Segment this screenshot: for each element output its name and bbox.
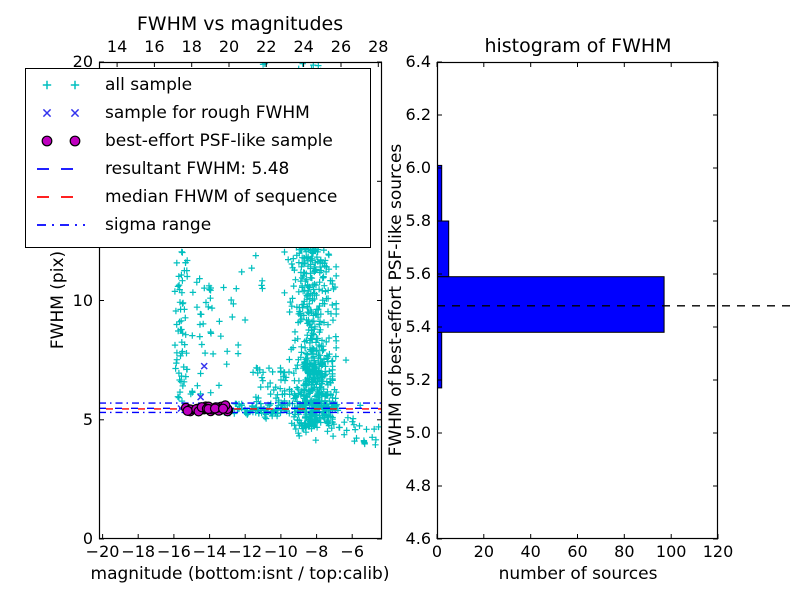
left-plot-xtick-label: −12: [228, 542, 263, 561]
right-plot-xtick-label: 80: [614, 542, 635, 561]
left-plot-ytick-label: 0: [82, 529, 93, 548]
left-plot-xtick-label: −20: [85, 542, 120, 561]
legend-entry-label: sigma range: [105, 214, 212, 235]
left-plot-top-tick-label: 28: [368, 37, 389, 56]
psf-like-point: [218, 403, 229, 414]
right-plot-ytick-label: 5.4: [405, 317, 431, 336]
left-plot-ytick-label: 20: [72, 52, 93, 71]
left-plot-top-tick-label: 24: [293, 37, 314, 56]
dashed-line-icon: [37, 196, 85, 198]
legend-entry-2: best-effort PSF-like sample: [33, 127, 370, 155]
right-plot-ytick-label: 5.2: [405, 370, 431, 389]
left-plot-top-tick-label: 20: [218, 37, 240, 56]
left-plot-ytick-label: 10: [72, 290, 93, 310]
legend-entry-label: median FHWM of sequence: [105, 186, 338, 207]
right-plot-xtick-label: 100: [655, 542, 687, 561]
left-plot-xtick-label: −8: [304, 542, 329, 561]
right-plot-ytick-label: 4.6: [405, 529, 431, 548]
right-plot-ytick-label: 4.8: [405, 476, 431, 495]
left-plot-top-tick-label: 14: [106, 37, 128, 56]
right-plot-xtick-label: 120: [702, 542, 734, 561]
right-plot-xtick-label: 20: [473, 542, 495, 561]
left-plot-data-layer: [99, 62, 382, 448]
dashdot-line-icon: [37, 224, 85, 226]
psf-like-point: [182, 405, 193, 416]
legend-entry-0: all sample: [33, 71, 370, 99]
dashed-line-icon: [37, 168, 85, 170]
left-plot-ylabel: FWHM (pix): [48, 250, 68, 350]
legend-entry-label: resultant FWHM: 5.48: [105, 158, 290, 179]
left-plot-top-tick-label: 26: [330, 37, 352, 56]
circle-marker-icon: [41, 135, 81, 147]
legend-entry-label: best-effort PSF-like sample: [105, 130, 333, 151]
left-plot-spines: [98, 61, 383, 540]
right-plot-ytick-label: 5.6: [405, 264, 431, 283]
left-plot-xlabel: magnitude (bottom:isnt / top:calib): [90, 564, 390, 584]
right-plot-ytick-label: 5.0: [405, 423, 431, 442]
legend-entry-label: sample for rough FWHM: [105, 102, 310, 123]
legend-entry-1: sample for rough FWHM: [33, 99, 370, 127]
legend-entry-label: all sample: [105, 74, 193, 95]
right-plot-ytick-label: 6.0: [405, 158, 431, 177]
left-plot-top-tick-label: 16: [144, 37, 165, 56]
left-plot-top-tick-label: 22: [256, 37, 277, 56]
histogram-bar-1: [437, 276, 665, 333]
left-plot-xtick-label: −6: [340, 542, 365, 561]
right-plot-ytick-label: 6.2: [405, 105, 431, 124]
plus-marker-icon: [42, 80, 80, 90]
right-plot-xtick-label: 60: [567, 542, 588, 561]
left-plot-xtick-label: −10: [263, 542, 298, 561]
legend-entry-3: resultant FWHM: 5.48: [33, 155, 370, 183]
right-plot-ylabel: FWHM of best-effort PSF-like sources: [386, 143, 406, 457]
right-plot-xlabel: number of sources: [498, 564, 658, 584]
right-plot-xtick-label: 0: [431, 542, 443, 561]
histogram-bar-2: [437, 220, 450, 278]
right-plot-title: histogram of FWHM: [484, 35, 672, 57]
right-plot-ytick-label: 6.4: [405, 52, 431, 71]
x-marker-icon: [42, 108, 80, 118]
right-plot-spines: [436, 61, 719, 540]
left-plot-ytick-label: 5: [82, 409, 93, 429]
left-plot-xtick-label: −16: [157, 542, 191, 561]
right-plot-xtick-label: 40: [520, 542, 541, 561]
left-plot-xtick-label: −18: [121, 542, 156, 561]
legend-entry-4: median FHWM of sequence: [33, 183, 370, 211]
left-plot-title: FWHM vs magnitudes: [136, 13, 344, 35]
left-plot-top-tick-label: 18: [181, 37, 202, 56]
right-plot-data-layer: [437, 164, 665, 389]
legend-box: all sample sample for rough FWHM best-effo…: [25, 68, 371, 248]
legend-entry-5: sigma range: [33, 211, 370, 239]
left-plot-xtick-label: −14: [192, 542, 227, 561]
right-plot-ytick-label: 5.8: [405, 211, 431, 230]
